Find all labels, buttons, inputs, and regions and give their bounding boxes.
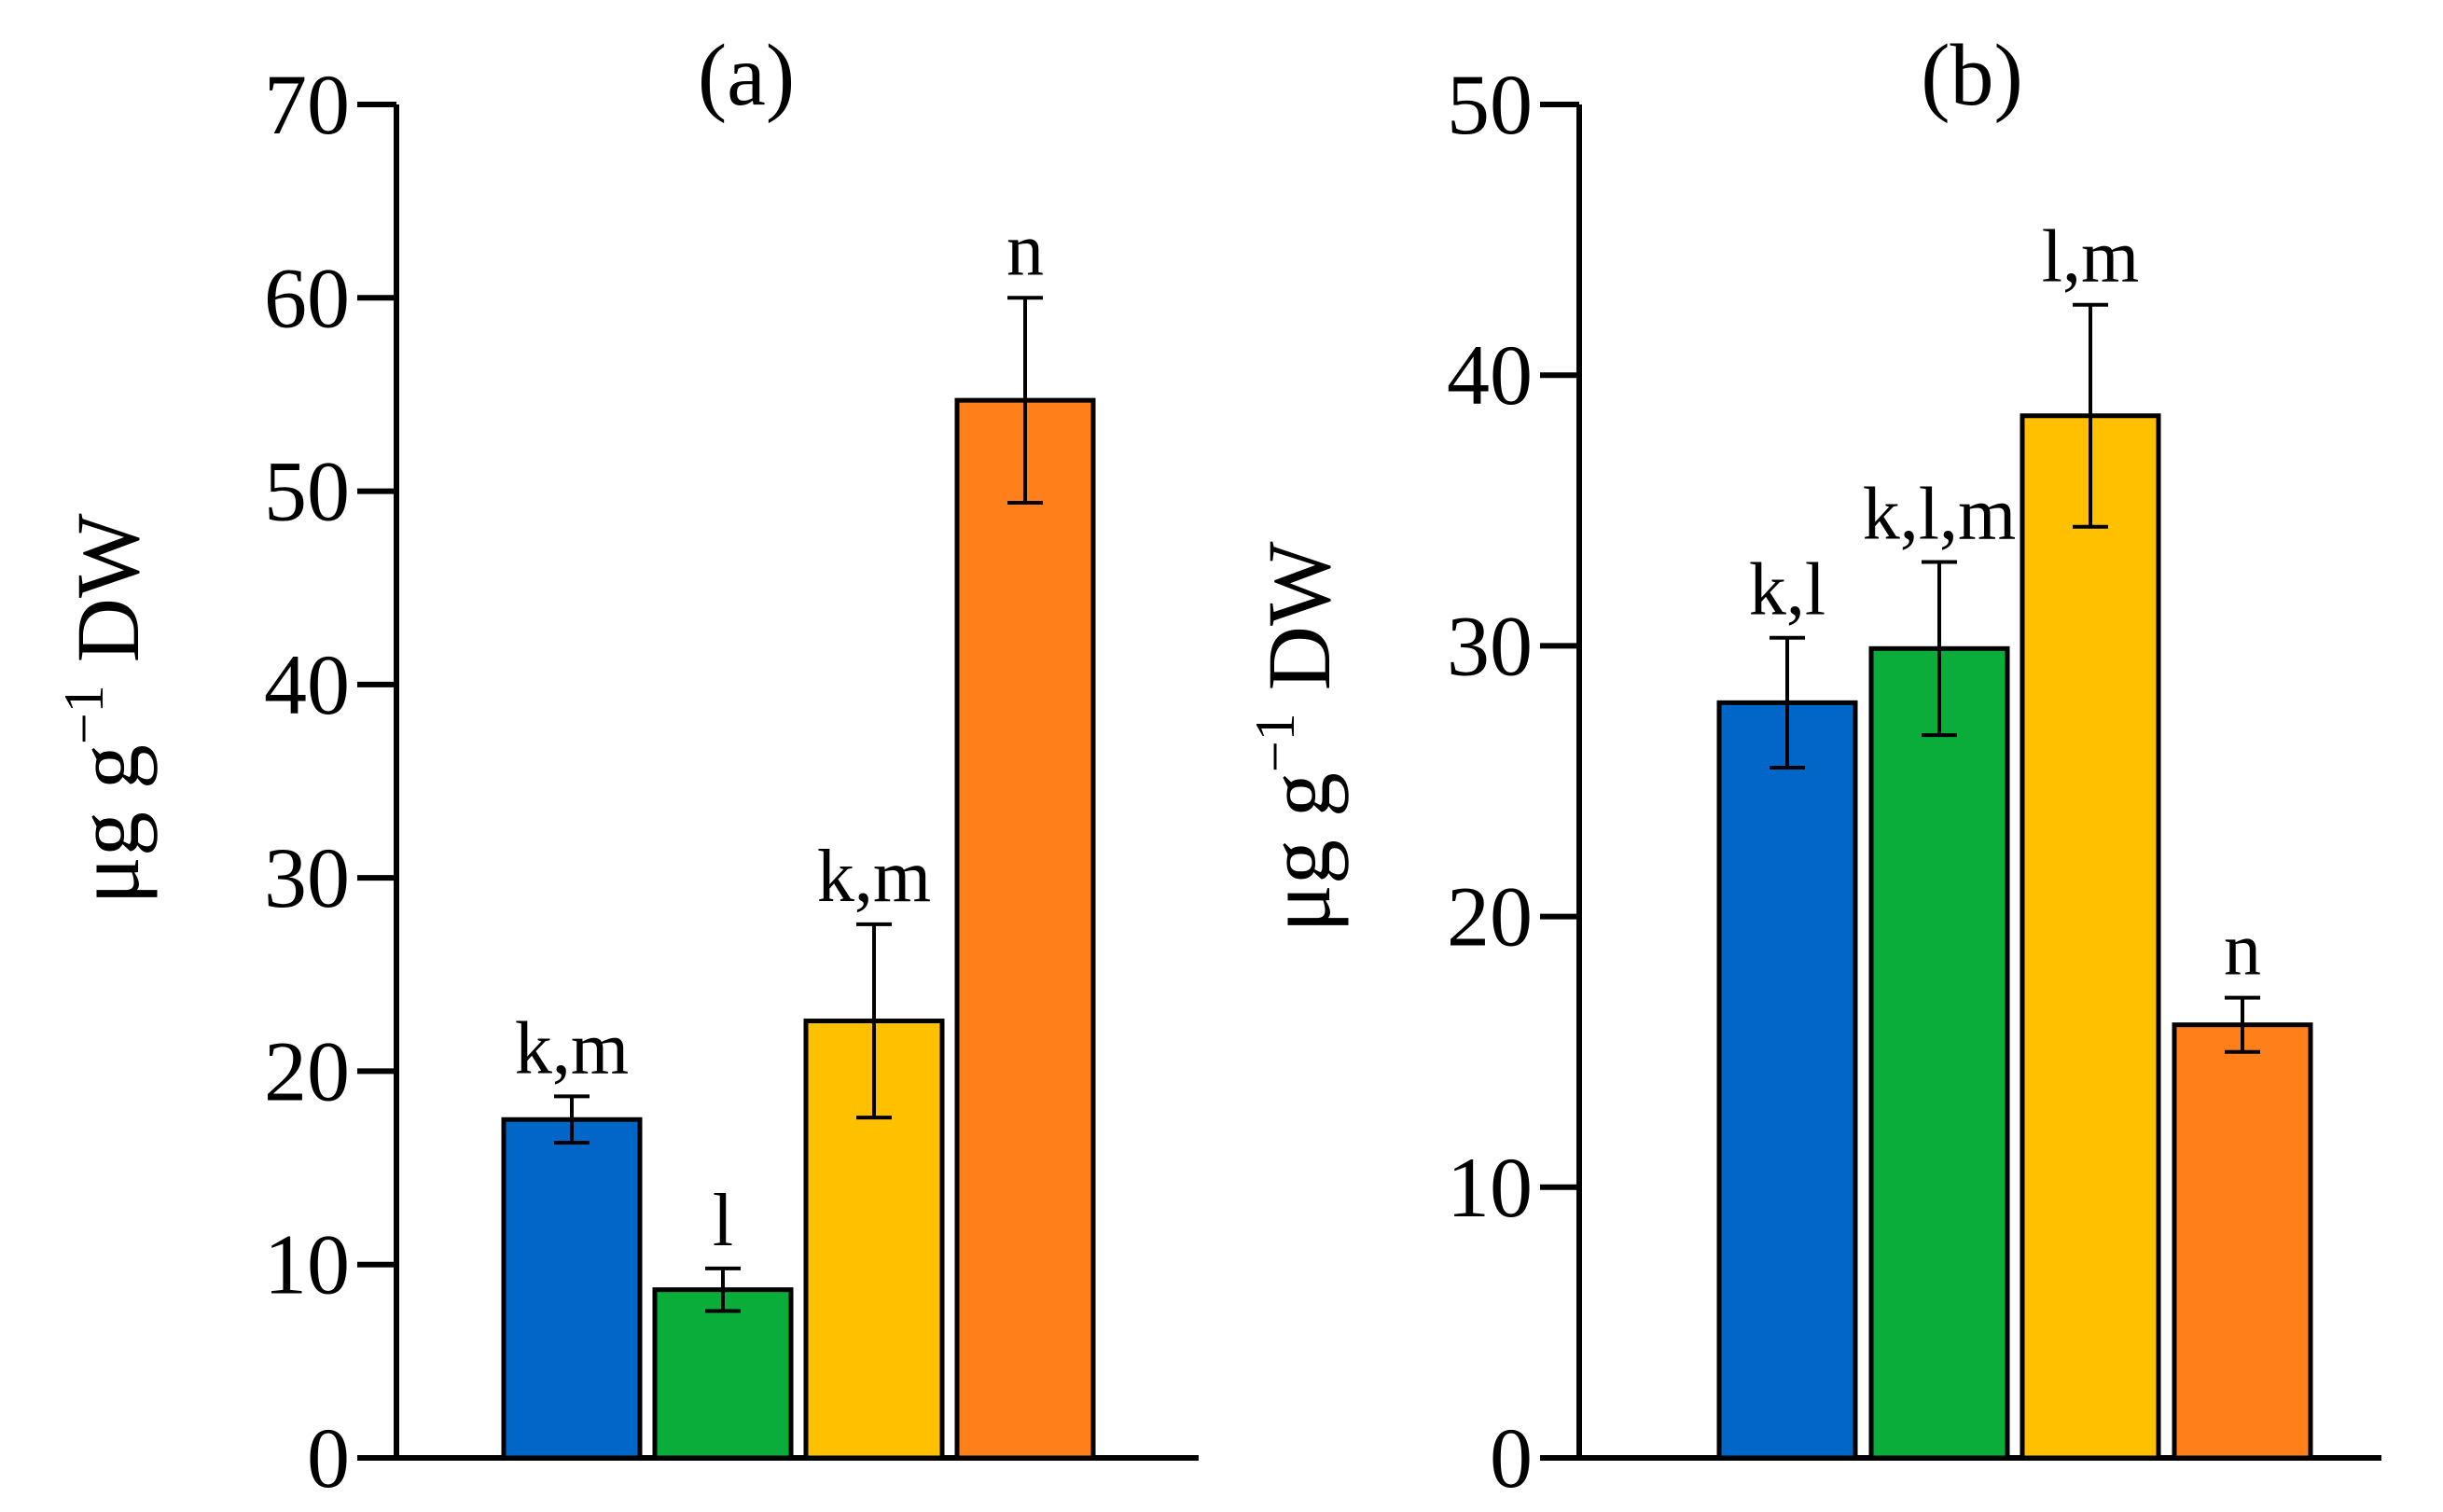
bar: [1868, 645, 2010, 1461]
y-axis-label: μg g−1 DW: [53, 513, 158, 905]
significance-label: n: [1006, 209, 1044, 291]
y-tick-label: 10: [264, 1217, 350, 1312]
significance-label: k,m: [515, 1007, 629, 1089]
y-tick-label: 30: [264, 830, 350, 925]
significance-label: l,m: [2042, 216, 2139, 298]
y-tick-label: 60: [264, 250, 350, 345]
y-axis-label-exponent: −1: [1244, 713, 1306, 772]
bar: [803, 1019, 945, 1461]
y-tick-label: 40: [264, 637, 350, 732]
chart-title: (b): [1921, 27, 2023, 124]
chart-panel-b: (b) μg g−1 DW 0 10 20 30 40 50 k,l k,l,m l,m n: [1244, 27, 2381, 1505]
significance-label: n: [2224, 909, 2261, 992]
y-tick-label: 50: [1447, 57, 1533, 152]
y-tick-label: 10: [1447, 1140, 1533, 1235]
bar: [501, 1117, 643, 1461]
bar: [954, 397, 1096, 1461]
y-axis-label-unit: μg g: [1249, 772, 1349, 932]
significance-label: k,l,m: [1863, 473, 2016, 555]
y-tick-label: 40: [1447, 327, 1533, 423]
significance-label: l: [713, 1180, 733, 1262]
bar: [2172, 1022, 2313, 1461]
chart-panel-a: (a) μg g−1 DW 0 10 20 30 40 50 60 70 k,m l k,m n: [53, 27, 1199, 1505]
significance-label: k,m: [817, 836, 931, 918]
y-axis-label-exponent: −1: [53, 685, 115, 744]
bar: [2020, 413, 2161, 1461]
y-tick-label: 30: [1447, 598, 1533, 693]
y-tick-label: 50: [264, 444, 350, 539]
bar: [1716, 700, 1858, 1461]
y-axis-label-suffix: DW: [1249, 541, 1349, 713]
y-tick-label: 0: [307, 1410, 350, 1505]
y-axis-label: μg g−1 DW: [1244, 541, 1349, 933]
significance-label: k,l: [1749, 549, 1825, 631]
y-tick-label: 70: [264, 57, 350, 152]
y-tick-label: 20: [264, 1023, 350, 1118]
chart-title: (a): [698, 27, 795, 124]
y-tick-label: 20: [1447, 869, 1533, 964]
bar: [652, 1287, 794, 1461]
y-tick-label: 0: [1490, 1410, 1533, 1505]
y-axis-label-unit: μg g: [58, 744, 158, 904]
y-axis-label-suffix: DW: [58, 513, 158, 685]
